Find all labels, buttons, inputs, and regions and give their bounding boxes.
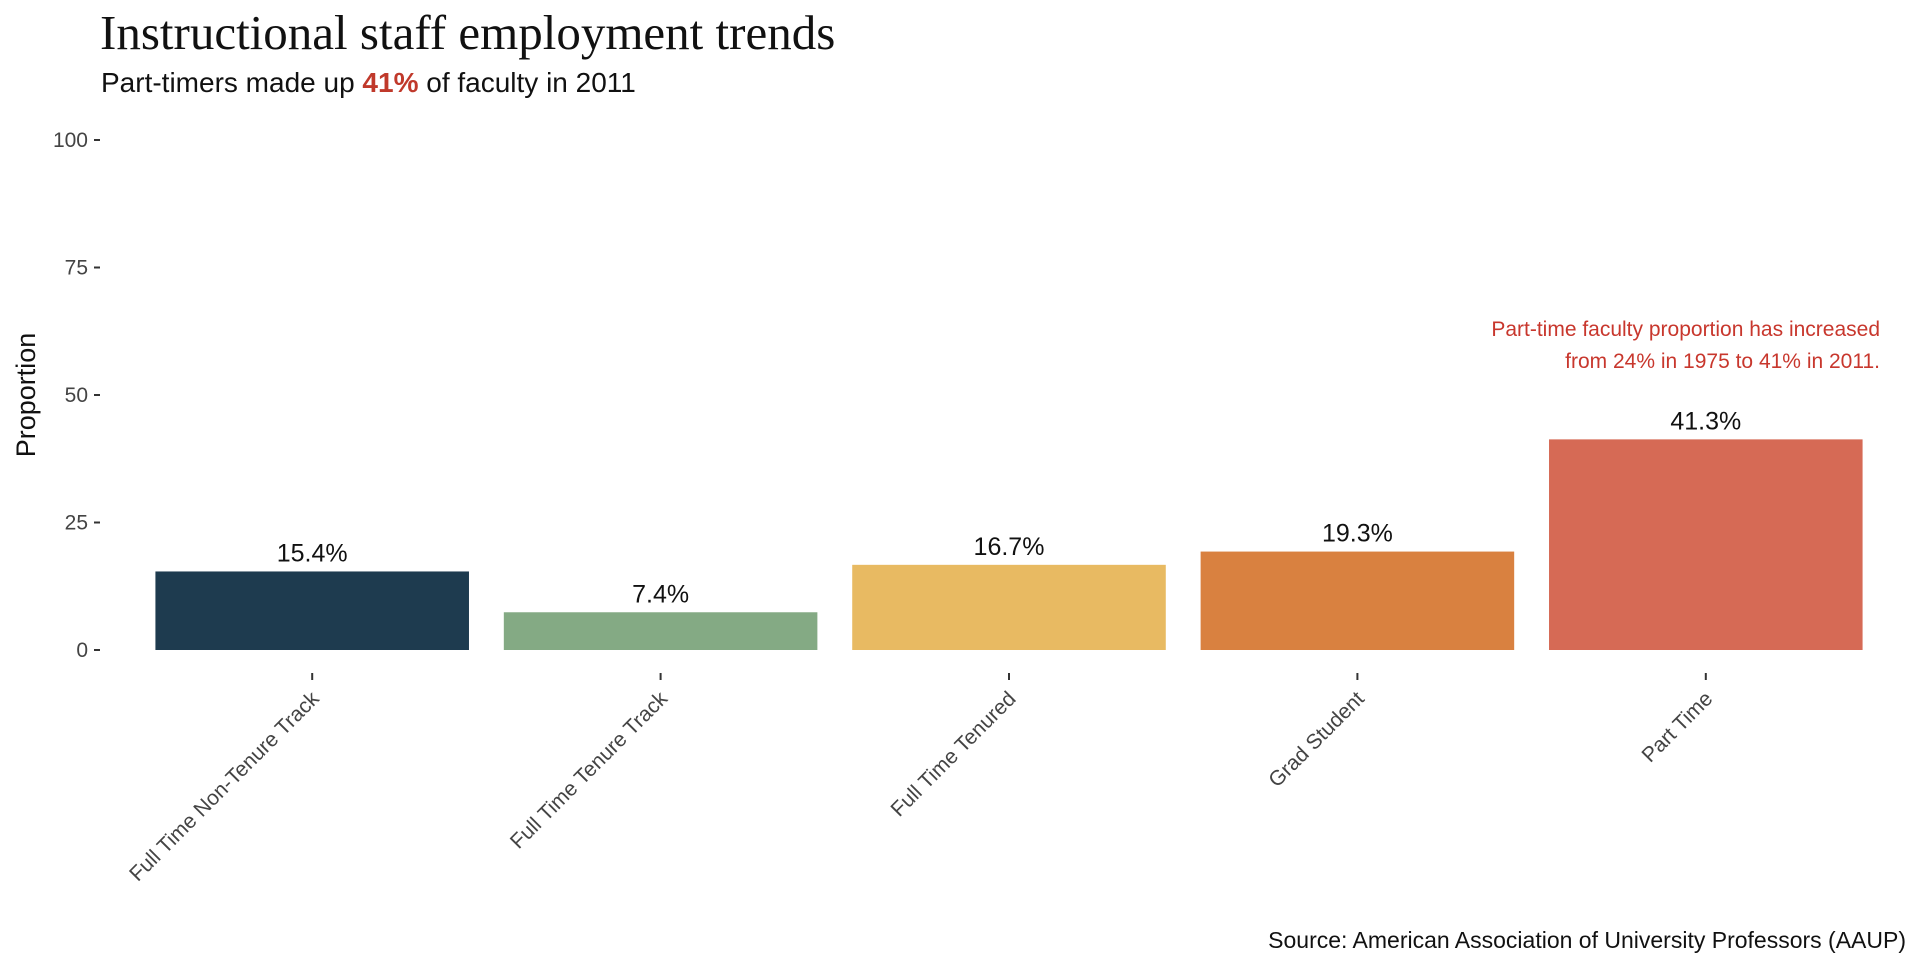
bar-value-label: 7.4% — [632, 580, 689, 608]
x-tick-label: Full Time Tenured — [887, 687, 1021, 821]
x-tick-label: Full Time Tenure Track — [506, 687, 673, 854]
x-tick-label: Full Time Non-Tenure Track — [125, 687, 324, 886]
bar-value-label: 16.7% — [974, 533, 1045, 561]
chart-subtitle: Part-timers made up 41% of faculty in 20… — [101, 67, 636, 99]
annotation-line-2: from 24% in 1975 to 41% in 2011. — [1565, 350, 1880, 373]
y-tick-label: 100 — [53, 129, 88, 152]
x-tick-label: Grad Student — [1264, 687, 1369, 792]
bar-value-label: 19.3% — [1322, 520, 1393, 548]
bar — [503, 612, 818, 650]
subtitle-suffix: of faculty in 2011 — [418, 67, 636, 98]
y-tick-label: 25 — [65, 512, 88, 535]
chart-title: Instructional staff employment trends — [100, 5, 836, 60]
bar — [155, 571, 469, 650]
x-axis: Full Time Non-Tenure Track Full Time Tenu… — [125, 673, 1717, 886]
y-axis-title: Proportion — [11, 333, 41, 458]
bar — [1549, 439, 1863, 650]
bar — [1200, 551, 1515, 650]
bar — [852, 564, 1166, 650]
y-tick-label: 50 — [65, 384, 88, 407]
y-tick-label: 75 — [65, 257, 88, 280]
x-tick-label: Part Time — [1638, 687, 1718, 767]
subtitle-prefix: Part-timers made up — [101, 67, 363, 98]
y-axis: 0 25 50 75 100 — [53, 129, 100, 662]
y-tick-label: 0 — [76, 639, 88, 662]
bar-value-label: 15.4% — [277, 539, 348, 567]
annotation-line-1: Part-time faculty proportion has increas… — [1491, 318, 1880, 341]
source-caption: Source: American Association of Universi… — [1268, 927, 1906, 953]
subtitle-highlight: 41% — [362, 67, 419, 98]
bar-value-label: 41.3% — [1670, 407, 1741, 435]
bars: 15.4% 7.4% 16.7% 19.3% 41.3% — [155, 407, 1863, 650]
